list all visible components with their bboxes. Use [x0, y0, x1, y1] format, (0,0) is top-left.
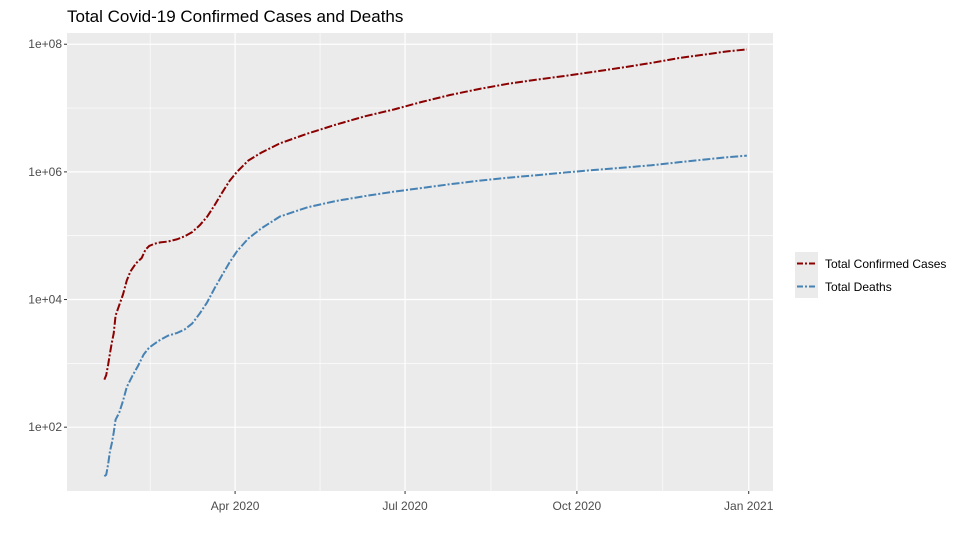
y-tick-label: 1e+08	[28, 37, 62, 51]
y-tick-label: 1e+06	[28, 165, 62, 179]
series-line-confirmed-cases	[103, 48, 747, 381]
series-line-deaths	[103, 154, 747, 478]
chart-title: Total Covid-19 Confirmed Cases and Death…	[67, 7, 403, 26]
plot-panel	[67, 33, 773, 491]
y-tick-label: 1e+04	[28, 293, 62, 307]
legend: Total Confirmed Cases Total Deaths	[795, 252, 946, 298]
x-tick-label: Oct 2020	[553, 499, 602, 513]
legend-label: Total Deaths	[825, 280, 892, 294]
grid-minor	[67, 33, 773, 491]
x-tick-label: Jul 2020	[382, 499, 428, 513]
y-axis: 1e+02 1e+04 1e+06 1e+08	[28, 37, 67, 434]
x-tick-label: Apr 2020	[211, 499, 260, 513]
series-layer	[103, 48, 747, 478]
x-tick-label: Jan 2021	[724, 499, 774, 513]
x-axis: Apr 2020 Jul 2020 Oct 2020 Jan 2021	[211, 491, 774, 513]
legend-label: Total Confirmed Cases	[825, 257, 946, 271]
grid-major	[67, 33, 773, 491]
y-tick-label: 1e+02	[28, 420, 62, 434]
